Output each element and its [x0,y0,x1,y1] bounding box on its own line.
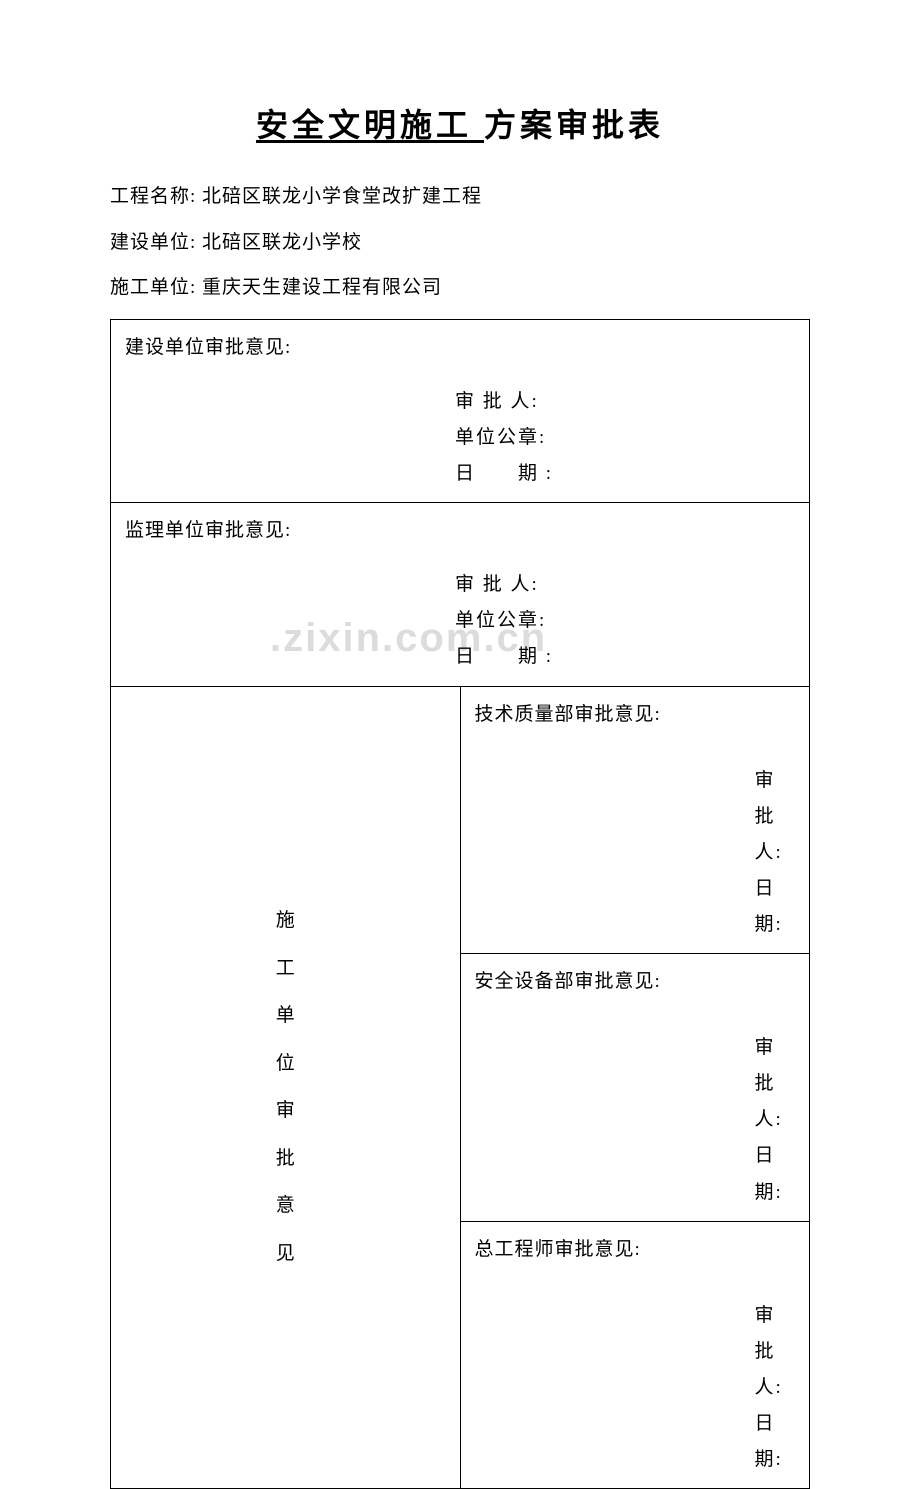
meta-contractor: 施工单位: 重庆天生建设工程有限公司 [110,265,810,311]
meta-owner-label: 建设单位: [110,220,196,266]
chief-opinion-cell: 总工程师审批意见: 审批人: 日 期: [460,1221,810,1489]
side-char: 工 [125,945,446,993]
meta-project-label: 工程名称: [110,174,196,220]
meta-contractor-label: 施工单位: [110,265,196,311]
safety-approver: 审批人: [755,1030,796,1138]
table-row: 施 工 单 位 审 批 意 见 技术质量部审批意见: 审批人: 日 期: [111,686,810,954]
supervisor-opinion-label: 监理单位审批意见: [125,513,795,549]
side-char: 单 [125,992,446,1040]
title-tail: 方案审批表 [484,107,664,143]
side-char: 见 [125,1230,446,1278]
approval-table: 建设单位审批意见: 审 批 人: 单位公章: 日 期 : 监理单位审批意见: 审… [110,319,810,1489]
page-title: 安全文明施工 方案审批表 [110,100,810,146]
table-row: 监理单位审批意见: 审 批 人: 单位公章: 日 期 : [111,503,810,686]
side-char: 批 [125,1135,446,1183]
tech-date: 日 期: [755,871,796,943]
safety-opinion-label: 安全设备部审批意见: [475,964,796,1000]
side-char: 意 [125,1182,446,1230]
meta-project-value: 北碚区联龙小学食堂改扩建工程 [202,186,482,207]
owner-seal: 单位公章: [455,420,795,456]
document-page: 安全文明施工 方案审批表 工程名称: 北碚区联龙小学食堂改扩建工程 建设单位: … [0,0,920,1489]
side-char: 审 [125,1087,446,1135]
owner-opinion-cell: 建设单位审批意见: 审 批 人: 单位公章: 日 期 : [111,319,810,502]
chief-opinion-label: 总工程师审批意见: [475,1232,796,1268]
owner-approver: 审 批 人: [455,384,795,420]
side-char: 位 [125,1040,446,1088]
meta-owner-value: 北碚区联龙小学校 [202,232,362,253]
safety-date: 日 期: [755,1138,796,1210]
chief-date: 日 期: [755,1406,796,1478]
meta-owner: 建设单位: 北碚区联龙小学校 [110,220,810,266]
safety-opinion-cell: 安全设备部审批意见: 审批人: 日 期: [460,954,810,1222]
chief-approver: 审批人: [755,1298,796,1406]
title-underlined: 安全文明施工 [256,107,484,143]
supervisor-approver: 审 批 人: [455,567,795,603]
supervisor-opinion-cell: 监理单位审批意见: 审 批 人: 单位公章: 日 期 : [111,503,810,686]
owner-opinion-label: 建设单位审批意见: [125,330,795,366]
tech-approver: 审批人: [755,763,796,871]
meta-contractor-value: 重庆天生建设工程有限公司 [202,277,442,298]
tech-opinion-label: 技术质量部审批意见: [475,697,796,733]
side-char: 施 [125,897,446,945]
supervisor-seal: 单位公章: [455,603,795,639]
meta-project: 工程名称: 北碚区联龙小学食堂改扩建工程 [110,174,810,220]
contractor-side-cell: 施 工 单 位 审 批 意 见 [111,686,461,1489]
tech-opinion-cell: 技术质量部审批意见: 审批人: 日 期: [460,686,810,954]
supervisor-date: 日 期 : [455,639,795,675]
owner-date: 日 期 : [455,456,795,492]
table-row: 建设单位审批意见: 审 批 人: 单位公章: 日 期 : [111,319,810,502]
